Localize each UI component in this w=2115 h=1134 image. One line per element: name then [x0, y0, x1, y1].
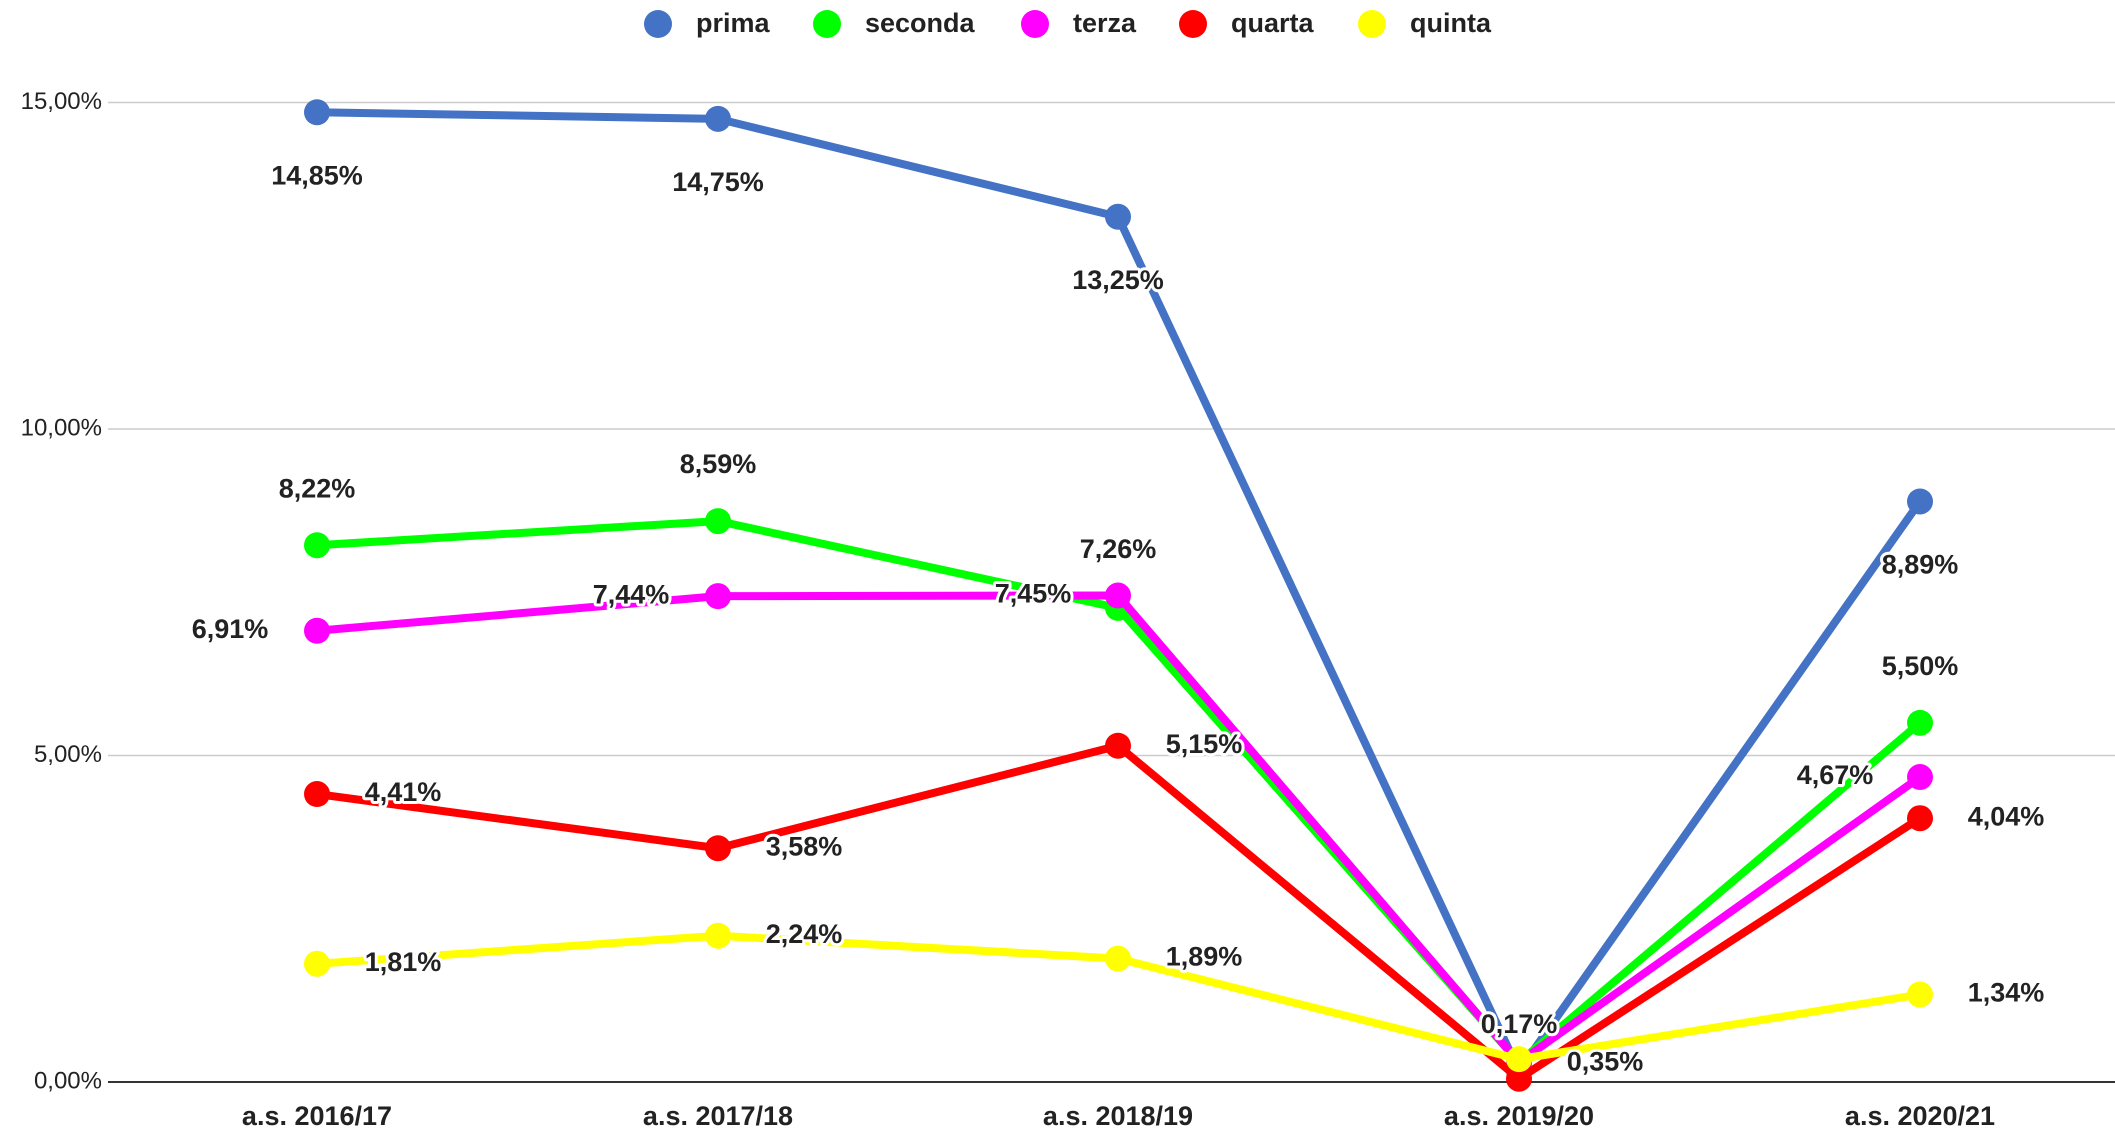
data-label: 6,91%: [192, 614, 269, 644]
data-point: [705, 508, 731, 535]
legend-label: seconda: [865, 8, 976, 38]
legend-label: terza: [1073, 8, 1137, 38]
data-point: [304, 617, 330, 644]
legend-swatch: [644, 10, 672, 38]
legend-label: prima: [696, 8, 771, 38]
data-point: [1907, 764, 1933, 791]
data-label: 5,15%: [1166, 729, 1243, 759]
y-tick-label: 10,00%: [21, 414, 102, 441]
data-label: 7,45%: [995, 579, 1072, 609]
data-point: [1105, 582, 1131, 609]
x-tick-label: a.s. 2017/18: [643, 1101, 793, 1131]
data-point: [304, 950, 330, 977]
x-tick-label: a.s. 2018/19: [1043, 1101, 1193, 1131]
series-line: [316, 741, 1923, 1083]
legend-swatch: [1179, 10, 1207, 38]
x-tick-label: a.s. 2016/17: [242, 1101, 392, 1131]
x-tick-label: a.s. 2020/21: [1845, 1101, 1995, 1131]
data-label: 1,89%: [1166, 942, 1243, 972]
data-label: 0,17%: [1481, 1009, 1558, 1039]
data-label: 5,50%: [1882, 651, 1959, 681]
data-point: [705, 105, 731, 132]
data-point: [1506, 1065, 1532, 1092]
legend-label: quinta: [1410, 8, 1492, 38]
legend-swatch: [813, 10, 841, 38]
data-label: 1,34%: [1968, 978, 2045, 1008]
data-label: 4,67%: [1797, 760, 1874, 790]
data-label: 14,85%: [271, 160, 363, 190]
data-label: 8,22%: [279, 473, 356, 503]
data-point: [304, 781, 330, 808]
data-label: 8,59%: [680, 449, 757, 479]
data-label: 8,89%: [1882, 550, 1959, 580]
x-tick-label: a.s. 2019/20: [1444, 1101, 1594, 1131]
data-point: [1506, 1046, 1532, 1073]
data-point: [304, 99, 330, 126]
data-point: [705, 583, 731, 610]
legend-swatch: [1358, 10, 1386, 38]
data-point: [705, 922, 731, 949]
data-label: 4,41%: [365, 777, 442, 807]
y-tick-label: 5,00%: [34, 741, 102, 768]
data-label: 7,44%: [593, 579, 670, 609]
data-point: [1105, 732, 1131, 759]
data-label: 4,04%: [1968, 801, 2045, 831]
data-point: [705, 835, 731, 862]
data-label: 7,26%: [1080, 534, 1157, 564]
data-label: 13,25%: [1072, 265, 1164, 295]
data-label: 2,24%: [766, 919, 843, 949]
data-point: [1105, 203, 1131, 230]
y-tick-label: 15,00%: [21, 88, 102, 115]
y-tick-label: 0,00%: [34, 1067, 102, 1094]
data-point: [304, 532, 330, 559]
data-point: [1907, 805, 1933, 832]
data-point: [1907, 488, 1933, 515]
data-point: [1105, 945, 1131, 972]
data-point: [1907, 981, 1933, 1008]
data-label: 3,58%: [766, 831, 843, 861]
data-label: 1,81%: [365, 947, 442, 977]
data-label: 14,75%: [672, 167, 764, 197]
data-label: 0,35%: [1567, 1046, 1644, 1076]
legend-swatch: [1021, 10, 1049, 38]
data-point: [1907, 709, 1933, 736]
legend-label: quarta: [1231, 8, 1315, 38]
